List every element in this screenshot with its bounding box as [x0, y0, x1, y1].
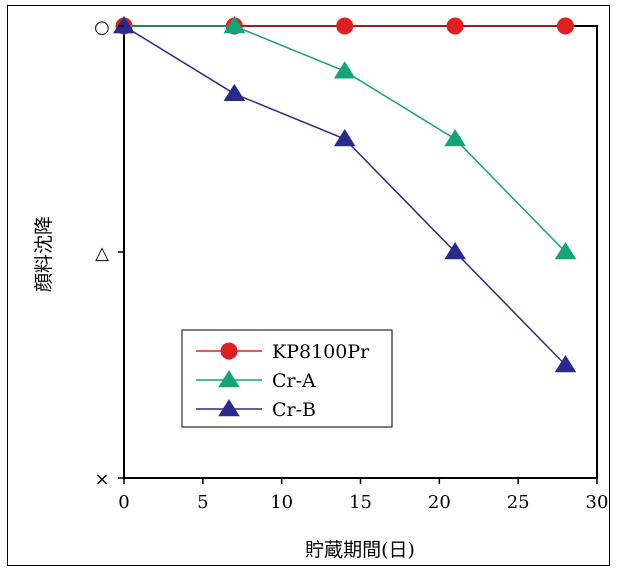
legend-box: [181, 329, 393, 428]
x-axis-label: 貯蔵期間(日): [305, 539, 415, 561]
data-point-1-3: [444, 129, 466, 147]
x-tick-label-15: 15: [349, 492, 372, 513]
data-point-1-2: [333, 61, 356, 79]
data-point-2-4: [554, 355, 577, 373]
data-point-0-4: [556, 17, 574, 35]
x-tick-label-5: 5: [197, 492, 208, 513]
y-axis-label: 顔料沈降: [33, 216, 55, 292]
x-tick-label-30: 30: [586, 492, 609, 513]
legend-marker-0: [220, 342, 238, 360]
data-point-0-3: [446, 17, 464, 35]
legend-label-0: KP8100Pr: [272, 341, 370, 363]
y-tick-label-1: △: [95, 243, 109, 264]
series-layer: [113, 16, 577, 373]
x-tick-label-10: 10: [270, 492, 293, 513]
data-point-0-2: [336, 17, 354, 35]
data-point-2-3: [444, 242, 466, 260]
data-point-1-1: [223, 16, 246, 34]
x-tick-label-25: 25: [507, 492, 530, 513]
y-tick-label-0: ○: [94, 17, 110, 38]
x-tick-label-20: 20: [428, 492, 451, 513]
data-point-2-1: [223, 83, 246, 102]
y-tick-label-2: ×: [94, 469, 109, 490]
axis-layer: 0 5 10 15 20 25 30 ○ △ ×: [94, 17, 608, 513]
legend-marker-2: [218, 399, 240, 417]
data-point-2-0: [113, 16, 135, 34]
data-point-2-2: [333, 129, 356, 147]
series-2: [113, 16, 577, 373]
legend-label-1: Cr-A: [272, 370, 316, 392]
x-tick-label-0: 0: [118, 492, 129, 513]
legend: KP8100Pr Cr-A Cr-B: [181, 329, 393, 428]
outer-border: [7, 5, 610, 566]
data-point-1-4: [554, 242, 577, 260]
legend-label-2: Cr-B: [272, 399, 316, 421]
legend-marker-1: [218, 370, 240, 388]
